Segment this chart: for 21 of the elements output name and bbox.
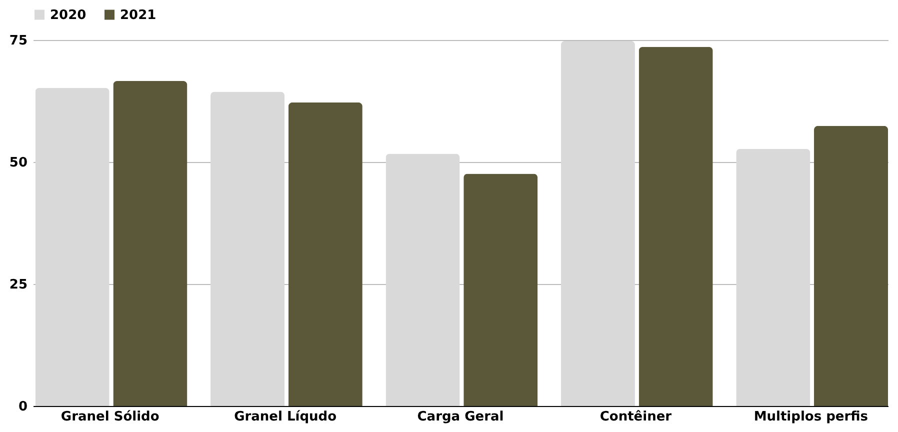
y-tick-label: 50 — [9, 156, 28, 170]
legend-label: 2021 — [120, 8, 156, 23]
bar — [113, 80, 188, 406]
bar — [560, 40, 635, 406]
legend-label: 2020 — [50, 8, 86, 23]
bar — [35, 88, 110, 406]
bar — [288, 102, 362, 406]
bar — [386, 154, 460, 406]
x-tick-label: Granel Sólido — [60, 410, 160, 424]
x-tick-label: Granel Líqudo — [234, 410, 337, 424]
x-tick-label: Contêiner — [600, 410, 672, 424]
y-tick-label: 25 — [9, 278, 28, 292]
bar — [464, 174, 538, 406]
bar — [638, 46, 713, 406]
bar — [736, 148, 810, 406]
x-tick-label: Multiplos perfis — [754, 410, 868, 424]
bar — [210, 92, 285, 406]
y-tick-label: 75 — [9, 34, 28, 48]
x-tick-label: Carga Geral — [417, 410, 504, 424]
y-tick-label: 0 — [18, 400, 28, 414]
bar — [814, 126, 888, 406]
